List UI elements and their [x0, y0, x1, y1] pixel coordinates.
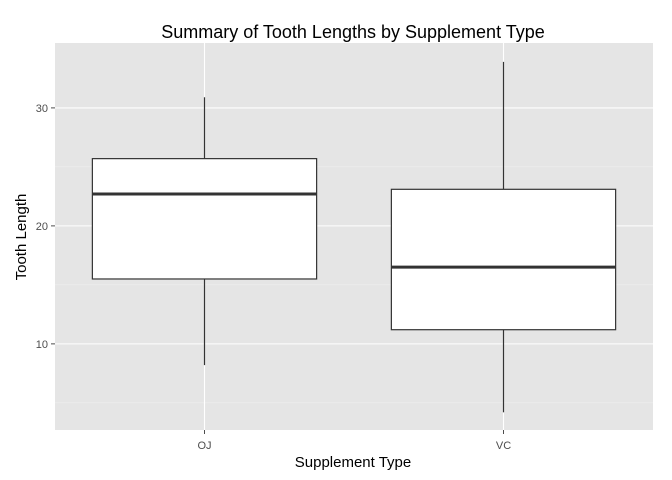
x-tick-label: OJ: [197, 440, 211, 452]
box-vc: [390, 61, 617, 413]
x-axis-title: Supplement Type: [295, 454, 411, 471]
y-tick-label: 20: [36, 221, 48, 233]
x-tick-label: VC: [496, 440, 511, 452]
y-axis-title: Tooth Length: [13, 194, 30, 281]
y-tick-label: 10: [36, 339, 48, 351]
box-body: [390, 188, 617, 331]
y-tick-label: 30: [36, 103, 48, 115]
box-body: [91, 158, 318, 280]
plot-area: 10 20 30 OJ VC: [36, 43, 653, 452]
box-oj: [91, 97, 318, 366]
chart-title: Summary of Tooth Lengths by Supplement T…: [161, 22, 545, 42]
